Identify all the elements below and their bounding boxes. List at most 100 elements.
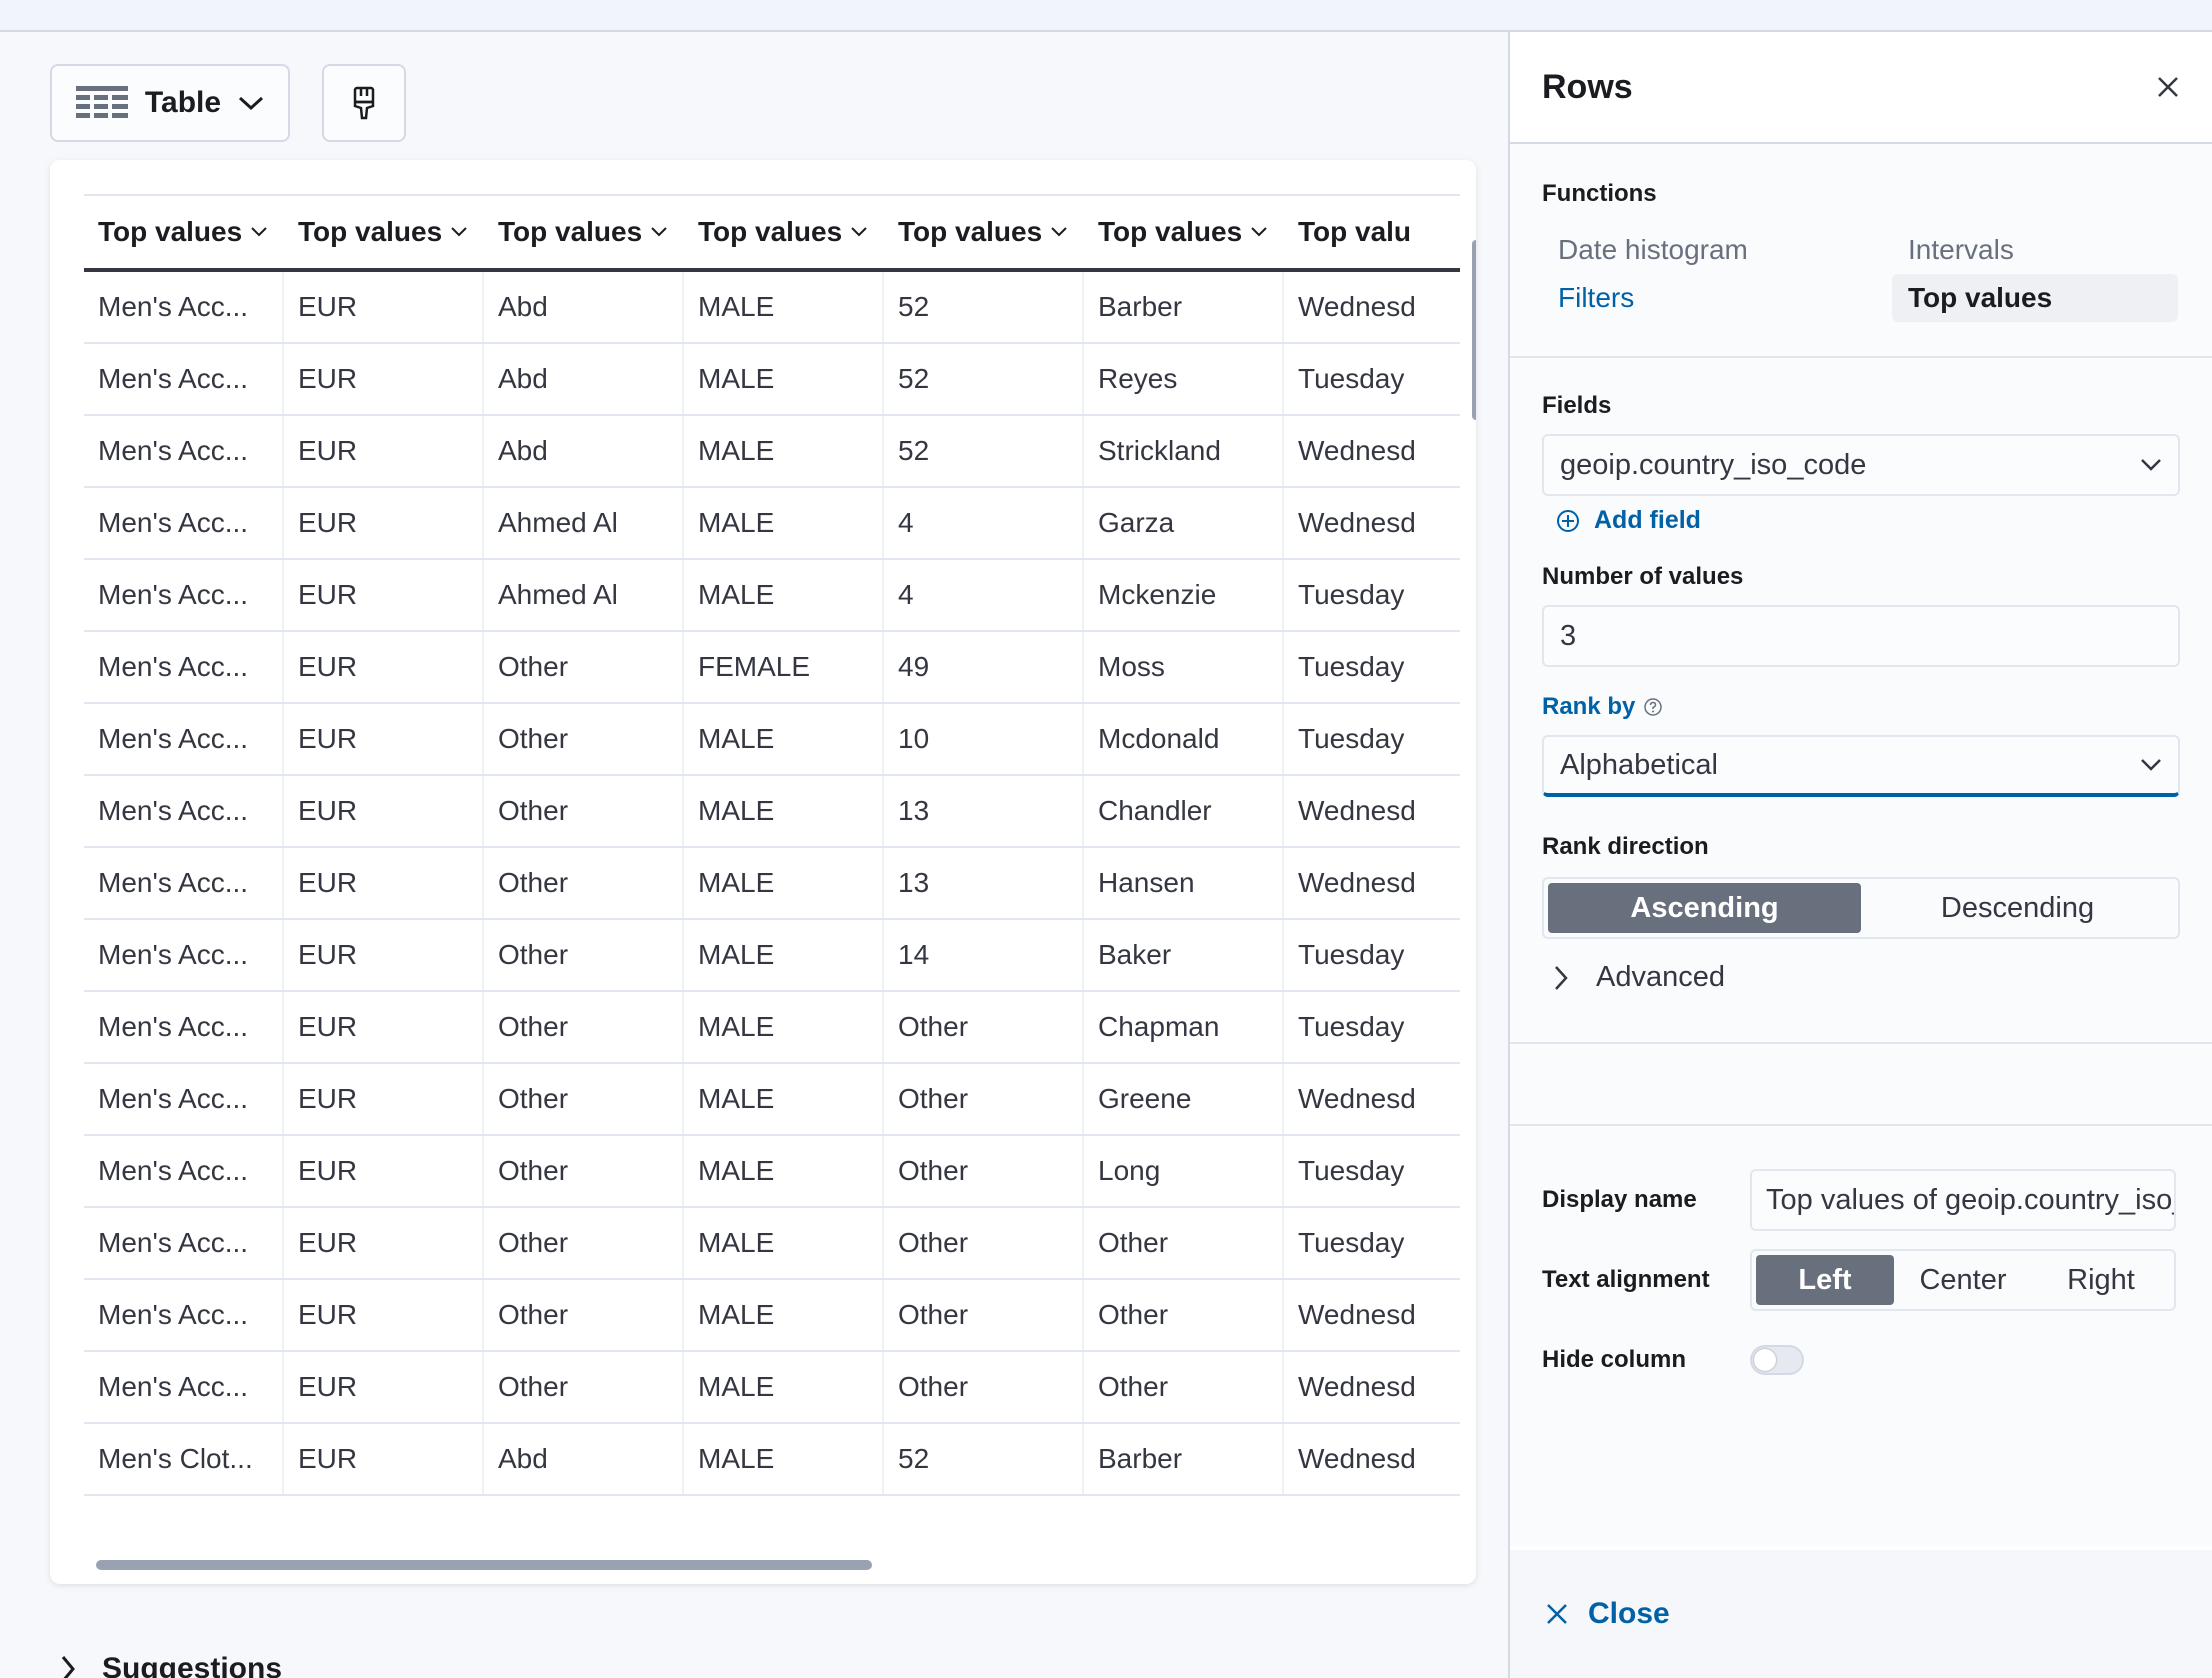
table-cell[interactable]: Hansen: [1084, 848, 1284, 918]
number-of-values-input[interactable]: 3: [1542, 605, 2180, 667]
table-cell[interactable]: Chapman: [1084, 992, 1284, 1062]
table-cell[interactable]: EUR: [284, 1064, 484, 1134]
table-cell[interactable]: Moss: [1084, 632, 1284, 702]
table-cell[interactable]: Wednesd: [1298, 435, 1416, 466]
table-cell[interactable]: EUR: [284, 488, 484, 558]
table-cell[interactable]: Other: [484, 1136, 684, 1206]
table-cell[interactable]: Men's Acc...: [84, 272, 284, 342]
table-cell[interactable]: 52: [884, 272, 1084, 342]
table-cell[interactable]: 4: [884, 560, 1084, 630]
field-select[interactable]: geoip.country_iso_code: [1542, 434, 2180, 496]
table-cell[interactable]: MALE: [684, 1352, 884, 1422]
table-cell[interactable]: EUR: [284, 1208, 484, 1278]
function-intervals[interactable]: Intervals: [1908, 234, 2014, 265]
align-left-button[interactable]: Left: [1756, 1255, 1894, 1305]
table-cell[interactable]: EUR: [284, 920, 484, 990]
table-cell[interactable]: Tuesday: [1298, 651, 1405, 682]
table-cell[interactable]: EUR: [284, 776, 484, 846]
table-cell[interactable]: Wednesd: [1298, 1299, 1416, 1330]
table-cell[interactable]: 52: [884, 1424, 1084, 1494]
table-cell[interactable]: Other: [484, 992, 684, 1062]
table-cell[interactable]: Men's Acc...: [84, 1352, 284, 1422]
vertical-scrollbar[interactable]: [1472, 240, 1476, 420]
table-cell[interactable]: Men's Acc...: [84, 704, 284, 774]
table-cell[interactable]: EUR: [284, 632, 484, 702]
rank-descending-button[interactable]: Descending: [1940, 891, 2095, 924]
close-icon[interactable]: [2156, 75, 2180, 99]
table-cell[interactable]: Abd: [484, 416, 684, 486]
table-cell[interactable]: Men's Acc...: [84, 632, 284, 702]
function-date-histogram[interactable]: Date histogram: [1558, 234, 1748, 265]
column-header[interactable]: Top values: [1084, 196, 1284, 268]
column-header[interactable]: Top values: [684, 196, 884, 268]
table-cell[interactable]: EUR: [284, 992, 484, 1062]
table-cell[interactable]: Ahmed Al: [484, 488, 684, 558]
table-cell[interactable]: Men's Acc...: [84, 344, 284, 414]
table-cell[interactable]: Strickland: [1084, 416, 1284, 486]
table-cell[interactable]: Wednesd: [1298, 867, 1416, 898]
table-cell[interactable]: MALE: [684, 1136, 884, 1206]
rank-ascending-button[interactable]: Ascending: [1548, 883, 1861, 933]
table-cell[interactable]: Men's Acc...: [84, 848, 284, 918]
table-cell[interactable]: MALE: [684, 344, 884, 414]
table-cell[interactable]: EUR: [284, 416, 484, 486]
table-cell[interactable]: Men's Acc...: [84, 1280, 284, 1350]
table-cell[interactable]: Long: [1084, 1136, 1284, 1206]
table-cell[interactable]: Other: [484, 1208, 684, 1278]
table-cell[interactable]: Abd: [484, 1424, 684, 1494]
table-cell[interactable]: Wednesd: [1298, 795, 1416, 826]
table-cell[interactable]: 14: [884, 920, 1084, 990]
table-cell[interactable]: MALE: [684, 560, 884, 630]
table-cell[interactable]: Tuesday: [1298, 939, 1405, 970]
table-cell[interactable]: EUR: [284, 1280, 484, 1350]
table-cell[interactable]: Tuesday: [1298, 1011, 1405, 1042]
table-cell[interactable]: Wednesd: [1298, 1371, 1416, 1402]
table-cell[interactable]: Other: [884, 1208, 1084, 1278]
table-cell[interactable]: EUR: [284, 848, 484, 918]
table-cell[interactable]: 52: [884, 416, 1084, 486]
table-cell[interactable]: 4: [884, 488, 1084, 558]
table-cell[interactable]: Wednesd: [1298, 1083, 1416, 1114]
table-cell[interactable]: Garza: [1084, 488, 1284, 558]
table-cell[interactable]: Greene: [1084, 1064, 1284, 1134]
table-cell[interactable]: Other: [484, 632, 684, 702]
column-header[interactable]: Top values: [884, 196, 1084, 268]
table-cell[interactable]: Tuesday: [1298, 723, 1405, 754]
table-cell[interactable]: Other: [884, 1280, 1084, 1350]
table-cell[interactable]: EUR: [284, 1424, 484, 1494]
table-cell[interactable]: MALE: [684, 992, 884, 1062]
align-center-button[interactable]: Center: [1919, 1263, 2007, 1296]
visual-options-button[interactable]: [322, 64, 406, 142]
table-cell[interactable]: Men's Acc...: [84, 992, 284, 1062]
table-cell[interactable]: MALE: [684, 1208, 884, 1278]
column-header[interactable]: Top valu: [1284, 196, 1460, 268]
table-cell[interactable]: 13: [884, 848, 1084, 918]
table-cell[interactable]: Men's Acc...: [84, 488, 284, 558]
table-cell[interactable]: Men's Clot...: [84, 1424, 284, 1494]
table-cell[interactable]: Other: [484, 1064, 684, 1134]
add-field-button[interactable]: Add field: [1542, 506, 2180, 535]
horizontal-scrollbar[interactable]: [96, 1560, 872, 1570]
table-cell[interactable]: Wednesd: [1298, 1443, 1416, 1474]
table-cell[interactable]: EUR: [284, 1352, 484, 1422]
advanced-toggle[interactable]: Advanced: [1542, 961, 2180, 994]
table-cell[interactable]: MALE: [684, 1424, 884, 1494]
function-top-values[interactable]: Top values: [1892, 274, 2178, 322]
table-cell[interactable]: Wednesd: [1298, 291, 1416, 322]
display-name-input[interactable]: Top values of geoip.country_iso_code: [1750, 1169, 2176, 1231]
table-cell[interactable]: MALE: [684, 1280, 884, 1350]
table-cell[interactable]: MALE: [684, 416, 884, 486]
suggestions-toggle[interactable]: Suggestions: [60, 1652, 282, 1678]
table-cell[interactable]: Men's Acc...: [84, 560, 284, 630]
table-cell[interactable]: Other: [484, 704, 684, 774]
close-flyout-button[interactable]: Close: [1546, 1597, 1670, 1631]
table-cell[interactable]: 49: [884, 632, 1084, 702]
table-cell[interactable]: EUR: [284, 272, 484, 342]
table-cell[interactable]: Men's Acc...: [84, 776, 284, 846]
table-cell[interactable]: EUR: [284, 344, 484, 414]
table-cell[interactable]: MALE: [684, 272, 884, 342]
table-cell[interactable]: Men's Acc...: [84, 920, 284, 990]
table-cell[interactable]: Wednesd: [1298, 507, 1416, 538]
table-cell[interactable]: Other: [1084, 1208, 1284, 1278]
table-cell[interactable]: EUR: [284, 704, 484, 774]
